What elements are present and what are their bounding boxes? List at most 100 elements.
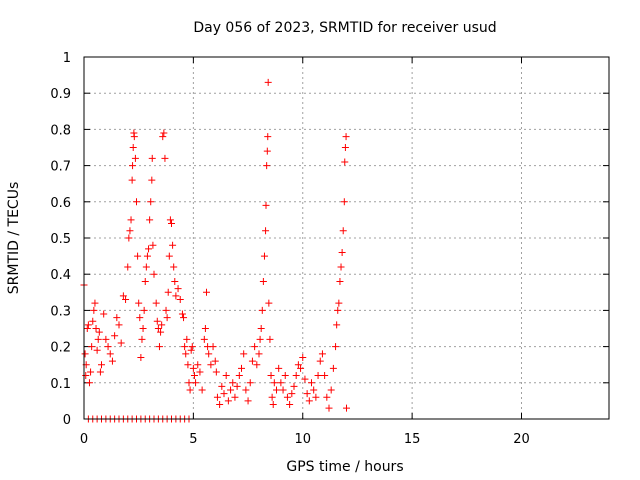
data-point: [142, 263, 150, 271]
y-tick-label: 0.7: [50, 160, 71, 175]
data-point: [262, 201, 270, 209]
data-point: [342, 133, 350, 141]
data-point: [138, 335, 146, 343]
data-point: [303, 390, 311, 398]
axis-ticks: 0 5 10 15 20 0 0.1 0.2 0.3 0.4 0.5 0.6 0.7 0.8 0.9 1: [50, 51, 609, 447]
data-point: [283, 393, 291, 401]
data-point: [143, 252, 151, 260]
data-point: [294, 361, 302, 369]
data-point: [235, 372, 243, 380]
x-tick-label: 5: [189, 432, 197, 447]
data-point: [200, 335, 208, 343]
data-point: [165, 252, 173, 260]
data-point: [218, 382, 226, 390]
data-point: [104, 343, 112, 351]
data-point: [229, 379, 237, 387]
data-point: [133, 198, 140, 206]
data-point: [273, 386, 280, 394]
data-point: [184, 361, 192, 369]
data-point: [117, 339, 125, 347]
data-point: [125, 234, 133, 242]
data-point: [152, 299, 160, 307]
data-point: [96, 368, 104, 376]
data-point: [227, 386, 235, 394]
data-point: [108, 357, 116, 365]
data-point: [129, 162, 137, 170]
data-point: [201, 325, 209, 332]
data-point: [343, 404, 350, 412]
data-point: [233, 382, 241, 390]
data-point: [269, 401, 277, 409]
data-point: [134, 252, 142, 260]
data-point: [188, 343, 196, 351]
data-point: [84, 321, 92, 329]
data-point: [106, 350, 114, 358]
y-tick-label: 0.1: [50, 377, 71, 392]
data-point: [244, 397, 252, 405]
data-point: [145, 245, 153, 253]
data-point: [333, 321, 341, 329]
data-point: [172, 292, 180, 300]
data-point: [183, 335, 191, 343]
data-point: [263, 162, 271, 170]
y-tick-label: 0.6: [50, 196, 71, 211]
data-point: [341, 158, 349, 166]
data-point: [168, 220, 175, 228]
data-point: [129, 144, 137, 151]
data-point: [209, 343, 217, 351]
data-point: [286, 401, 294, 409]
data-point: [299, 353, 307, 361]
data-point: [279, 386, 287, 394]
data-point: [141, 277, 149, 285]
data-point: [337, 263, 345, 271]
x-tick-label: 15: [404, 432, 421, 447]
data-point: [256, 335, 264, 343]
data-point: [192, 379, 200, 387]
data-point: [100, 310, 108, 318]
data-point: [207, 361, 215, 369]
data-points: [80, 78, 350, 423]
data-point: [169, 241, 177, 249]
data-point: [158, 321, 166, 329]
data-point: [314, 372, 322, 380]
data-point: [93, 346, 101, 354]
y-tick-label: 0.9: [50, 87, 71, 102]
data-point: [176, 296, 184, 304]
data-point: [186, 386, 194, 394]
data-point: [321, 372, 329, 380]
data-point: [182, 350, 190, 358]
data-point: [259, 277, 267, 285]
data-point: [92, 325, 100, 332]
data-point: [157, 328, 165, 336]
data-point: [178, 310, 186, 318]
data-point: [181, 343, 189, 351]
data-point: [240, 350, 248, 358]
data-point: [137, 353, 145, 361]
data-point: [196, 368, 204, 376]
data-point: [270, 379, 278, 387]
data-point: [335, 299, 343, 307]
data-point: [147, 198, 155, 206]
data-point: [189, 364, 197, 372]
data-point: [327, 386, 335, 394]
data-point: [336, 277, 344, 285]
data-point: [159, 133, 167, 141]
data-point: [140, 306, 148, 314]
data-point: [205, 350, 213, 358]
data-point: [332, 343, 340, 351]
data-point: [308, 379, 315, 387]
data-point: [341, 144, 349, 151]
data-point: [301, 375, 309, 383]
data-point: [89, 317, 97, 325]
data-point: [292, 372, 300, 380]
data-point: [260, 252, 268, 260]
data-point: [171, 277, 179, 285]
data-point: [170, 263, 178, 271]
data-point: [262, 227, 270, 235]
y-tick-label: 0.5: [50, 232, 71, 247]
data-point: [94, 335, 102, 343]
data-point: [81, 350, 89, 358]
data-point: [113, 314, 121, 322]
data-point: [316, 357, 324, 365]
data-point: [146, 216, 154, 224]
